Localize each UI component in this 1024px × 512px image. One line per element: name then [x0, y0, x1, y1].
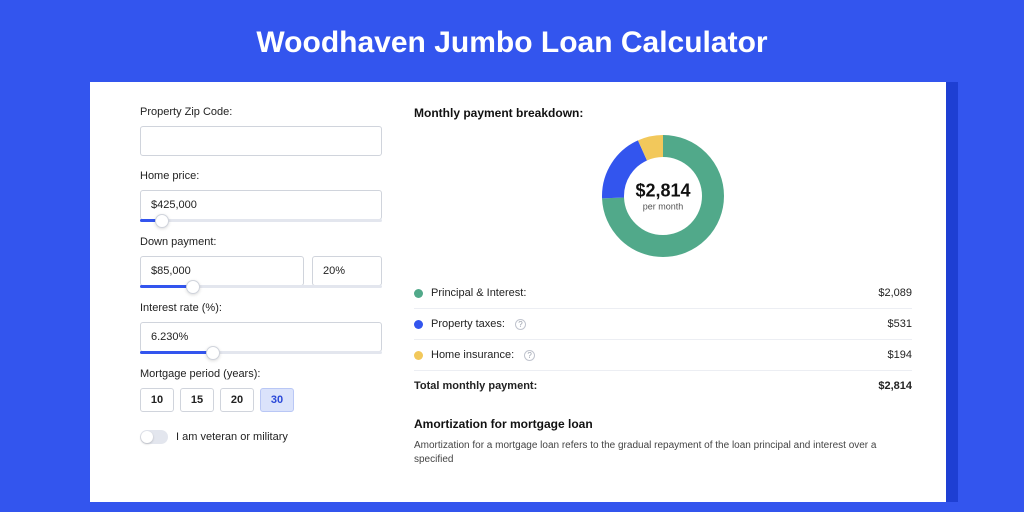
total-label: Total monthly payment: [414, 380, 537, 392]
home-price-input[interactable] [140, 190, 382, 220]
amortization-text: Amortization for a mortgage loan refers … [414, 439, 912, 467]
info-icon[interactable]: ? [524, 350, 535, 361]
legend-label: Principal & Interest: [431, 287, 526, 299]
veteran-label: I am veteran or military [176, 431, 288, 443]
donut-wrap: $2,814 per month [414, 134, 912, 258]
down-payment-slider[interactable] [140, 285, 382, 288]
form-column: Property Zip Code: Home price: Down paym… [140, 106, 382, 502]
home-price-field: Home price: [140, 170, 382, 222]
legend-rows: Principal & Interest: $2,089 Property taxe… [414, 278, 912, 371]
donut-amount: $2,814 [635, 181, 690, 202]
donut-center: $2,814 per month [635, 181, 690, 212]
legend-dot [414, 351, 423, 360]
period-button-10[interactable]: 10 [140, 388, 174, 412]
down-payment-pct-input[interactable] [312, 256, 382, 286]
legend-dot [414, 289, 423, 298]
interest-slider-fill [140, 351, 213, 354]
total-value: $2,814 [878, 380, 912, 392]
down-payment-slider-thumb[interactable] [186, 280, 200, 294]
veteran-toggle[interactable] [140, 430, 168, 444]
legend-row-2: Home insurance:? $194 [414, 340, 912, 371]
breakdown-title: Monthly payment breakdown: [414, 106, 912, 120]
interest-label: Interest rate (%): [140, 302, 382, 314]
home-price-slider[interactable] [140, 219, 382, 222]
legend-value: $2,089 [878, 287, 912, 299]
legend-row-1: Property taxes:? $531 [414, 309, 912, 340]
period-field: Mortgage period (years): 10152030 [140, 368, 382, 412]
legend-value: $531 [888, 318, 912, 330]
veteran-row: I am veteran or military [140, 430, 382, 444]
down-payment-slider-fill [140, 285, 193, 288]
page-title: Woodhaven Jumbo Loan Calculator [0, 0, 1024, 82]
interest-input[interactable] [140, 322, 382, 352]
period-button-group: 10152030 [140, 388, 382, 412]
zip-label: Property Zip Code: [140, 106, 382, 118]
info-icon[interactable]: ? [515, 319, 526, 330]
amortization-title: Amortization for mortgage loan [414, 417, 912, 431]
legend-dot [414, 320, 423, 329]
card-shadow: Property Zip Code: Home price: Down paym… [90, 82, 958, 502]
calculator-card: Property Zip Code: Home price: Down paym… [90, 82, 946, 502]
legend-label: Property taxes: [431, 318, 505, 330]
zip-input[interactable] [140, 126, 382, 156]
down-payment-field: Down payment: [140, 236, 382, 288]
home-price-slider-thumb[interactable] [155, 214, 169, 228]
period-label: Mortgage period (years): [140, 368, 382, 380]
donut-sub: per month [635, 202, 690, 212]
legend-row-0: Principal & Interest: $2,089 [414, 278, 912, 309]
period-button-30[interactable]: 30 [260, 388, 294, 412]
home-price-label: Home price: [140, 170, 382, 182]
interest-slider[interactable] [140, 351, 382, 354]
total-row: Total monthly payment: $2,814 [414, 371, 912, 401]
legend-label: Home insurance: [431, 349, 514, 361]
donut-chart: $2,814 per month [601, 134, 725, 258]
breakdown-column: Monthly payment breakdown: $2,814 per mo… [414, 106, 912, 502]
interest-field: Interest rate (%): [140, 302, 382, 354]
interest-slider-thumb[interactable] [206, 346, 220, 360]
veteran-toggle-knob [141, 431, 153, 443]
legend-value: $194 [888, 349, 912, 361]
zip-field: Property Zip Code: [140, 106, 382, 156]
down-payment-amount-input[interactable] [140, 256, 304, 286]
period-button-20[interactable]: 20 [220, 388, 254, 412]
period-button-15[interactable]: 15 [180, 388, 214, 412]
down-payment-label: Down payment: [140, 236, 382, 248]
